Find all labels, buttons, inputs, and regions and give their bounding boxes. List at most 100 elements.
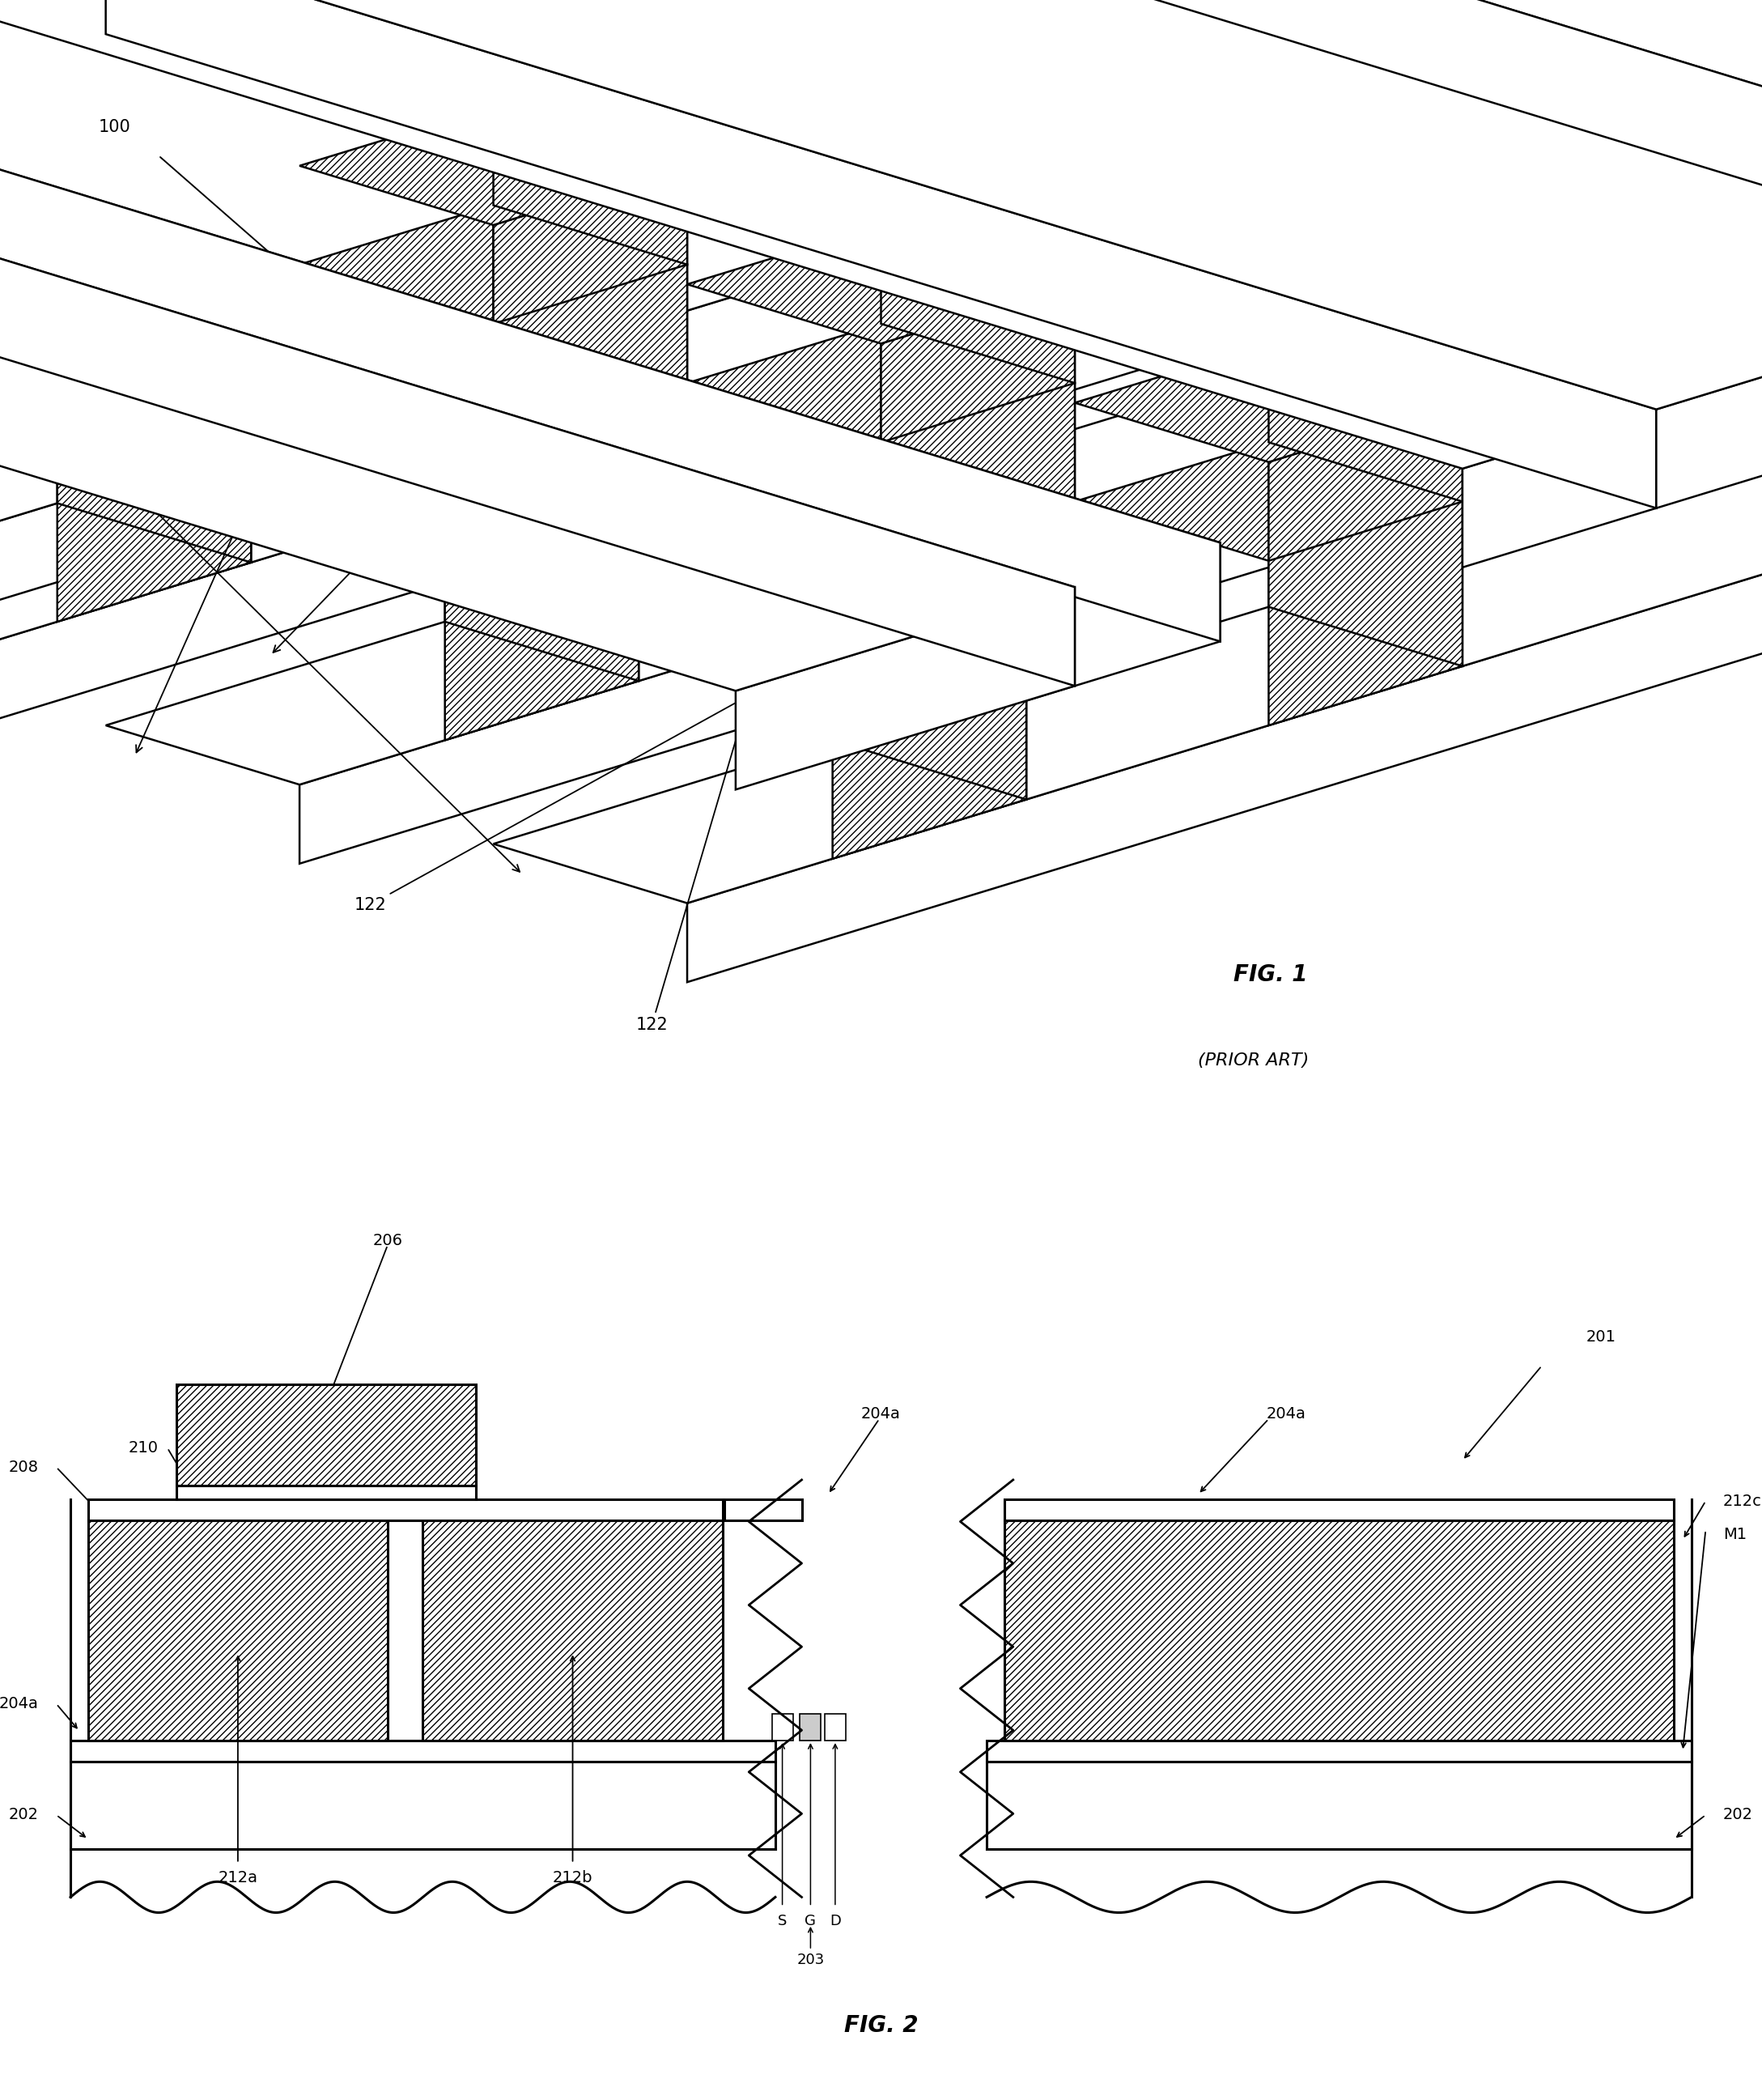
Polygon shape xyxy=(1269,403,1462,561)
Text: 204a: 204a xyxy=(0,1697,39,1712)
Bar xyxy=(176,1384,476,1485)
Bar xyxy=(987,1762,1692,1848)
Polygon shape xyxy=(687,489,1762,983)
Bar xyxy=(70,1741,775,1762)
Text: 122: 122 xyxy=(354,575,966,914)
Text: M1: M1 xyxy=(1723,1527,1746,1543)
Polygon shape xyxy=(56,239,252,397)
Polygon shape xyxy=(0,191,1269,666)
Text: 112: 112 xyxy=(136,359,324,752)
Polygon shape xyxy=(1269,443,1462,666)
Polygon shape xyxy=(687,225,1075,344)
Polygon shape xyxy=(0,239,252,359)
Bar xyxy=(176,1485,476,1499)
Polygon shape xyxy=(252,359,638,477)
Text: 118: 118 xyxy=(275,399,553,491)
Text: 212b: 212b xyxy=(553,1871,592,1886)
Text: 204a: 204a xyxy=(862,1407,900,1422)
Polygon shape xyxy=(0,0,1656,468)
Polygon shape xyxy=(0,113,1075,691)
Polygon shape xyxy=(1656,231,1762,508)
Polygon shape xyxy=(300,107,687,225)
Polygon shape xyxy=(881,225,1075,382)
Bar xyxy=(70,1762,775,1848)
Text: 206: 206 xyxy=(374,1233,402,1247)
Polygon shape xyxy=(106,0,1656,508)
Polygon shape xyxy=(0,69,1219,603)
Polygon shape xyxy=(0,69,1219,640)
Polygon shape xyxy=(1269,344,1462,502)
Polygon shape xyxy=(1269,502,1462,724)
Text: 204a: 204a xyxy=(1267,1407,1306,1422)
Text: FIG. 1: FIG. 1 xyxy=(1233,964,1307,987)
Polygon shape xyxy=(1075,443,1462,561)
Polygon shape xyxy=(493,107,687,265)
Text: 212a: 212a xyxy=(218,1871,257,1886)
Polygon shape xyxy=(444,517,638,739)
Text: 116: 116 xyxy=(273,353,571,653)
Polygon shape xyxy=(444,359,638,517)
Polygon shape xyxy=(1075,344,1462,462)
Polygon shape xyxy=(687,0,1762,330)
Polygon shape xyxy=(832,634,1025,859)
Text: D: D xyxy=(830,1913,840,1928)
Text: 210: 210 xyxy=(129,1441,159,1455)
Polygon shape xyxy=(832,536,1025,695)
Polygon shape xyxy=(1462,410,1656,567)
Bar xyxy=(1004,1499,1674,1520)
Polygon shape xyxy=(493,206,687,428)
Polygon shape xyxy=(1462,311,1656,449)
Polygon shape xyxy=(881,284,1075,443)
Polygon shape xyxy=(493,428,1762,903)
Text: G: G xyxy=(805,1913,816,1928)
Polygon shape xyxy=(444,458,638,680)
Polygon shape xyxy=(881,323,1075,548)
Text: 122: 122 xyxy=(636,481,814,1033)
Polygon shape xyxy=(0,191,1075,687)
Text: 202: 202 xyxy=(9,1808,39,1823)
Polygon shape xyxy=(493,166,687,323)
Polygon shape xyxy=(493,265,687,489)
Text: 212c: 212c xyxy=(1723,1493,1762,1508)
Text: 208: 208 xyxy=(9,1459,39,1474)
Polygon shape xyxy=(56,397,252,622)
Text: 203: 203 xyxy=(796,1953,825,1968)
Polygon shape xyxy=(638,477,1025,596)
Polygon shape xyxy=(252,458,638,575)
Bar xyxy=(423,1520,722,1741)
Text: 110: 110 xyxy=(231,311,828,548)
Polygon shape xyxy=(737,588,1075,790)
Polygon shape xyxy=(444,418,638,575)
Polygon shape xyxy=(0,118,1075,607)
Polygon shape xyxy=(0,113,1075,687)
Bar xyxy=(772,1714,793,1741)
Text: (PRIOR ART): (PRIOR ART) xyxy=(1198,1052,1309,1069)
Bar xyxy=(88,1520,388,1741)
Bar xyxy=(825,1714,846,1741)
Polygon shape xyxy=(638,575,1025,695)
Polygon shape xyxy=(106,0,1762,410)
Polygon shape xyxy=(0,252,1269,745)
Text: 201: 201 xyxy=(1586,1329,1616,1344)
Polygon shape xyxy=(1025,542,1219,701)
Polygon shape xyxy=(300,370,1656,863)
Bar xyxy=(987,1741,1692,1762)
Text: FIG. 2: FIG. 2 xyxy=(844,2014,918,2037)
Bar xyxy=(800,1714,821,1741)
Text: 100: 100 xyxy=(99,120,130,134)
Text: 120: 120 xyxy=(574,441,774,527)
Text: 112: 112 xyxy=(90,454,520,871)
Polygon shape xyxy=(832,575,1025,800)
Polygon shape xyxy=(106,311,1656,785)
Polygon shape xyxy=(0,338,252,458)
Text: S: S xyxy=(777,1913,788,1928)
Polygon shape xyxy=(1075,191,1269,330)
Polygon shape xyxy=(881,382,1075,607)
Bar xyxy=(88,1499,722,1520)
Bar xyxy=(1004,1520,1674,1741)
Bar xyxy=(724,1499,802,1520)
Polygon shape xyxy=(832,118,1075,271)
Polygon shape xyxy=(56,298,252,458)
Polygon shape xyxy=(56,338,252,563)
Text: 202: 202 xyxy=(1723,1808,1753,1823)
